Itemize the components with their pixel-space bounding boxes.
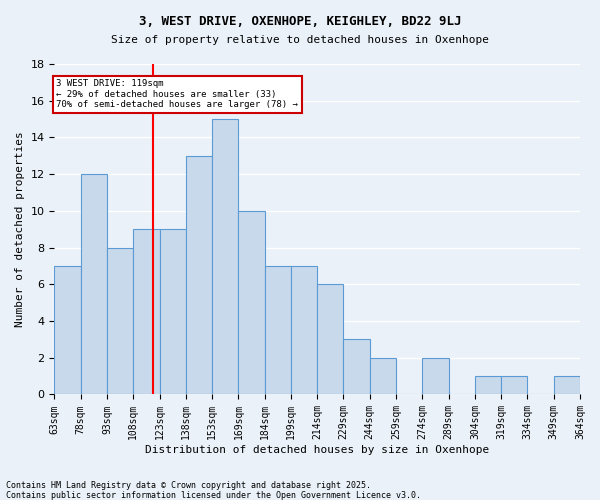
Bar	[554, 376, 580, 394]
Bar	[265, 266, 291, 394]
Bar	[475, 376, 501, 394]
Bar	[317, 284, 343, 395]
Bar	[238, 211, 265, 394]
Bar	[133, 229, 160, 394]
Bar	[107, 248, 133, 394]
Text: Contains public sector information licensed under the Open Government Licence v3: Contains public sector information licen…	[6, 491, 421, 500]
Bar	[55, 266, 80, 394]
Bar	[343, 340, 370, 394]
Text: 3, WEST DRIVE, OXENHOPE, KEIGHLEY, BD22 9LJ: 3, WEST DRIVE, OXENHOPE, KEIGHLEY, BD22 …	[139, 15, 461, 28]
X-axis label: Distribution of detached houses by size in Oxenhope: Distribution of detached houses by size …	[145, 445, 490, 455]
Bar	[186, 156, 212, 394]
Text: Size of property relative to detached houses in Oxenhope: Size of property relative to detached ho…	[111, 35, 489, 45]
Text: Contains HM Land Registry data © Crown copyright and database right 2025.: Contains HM Land Registry data © Crown c…	[6, 481, 371, 490]
Text: 3 WEST DRIVE: 119sqm
← 29% of detached houses are smaller (33)
70% of semi-detac: 3 WEST DRIVE: 119sqm ← 29% of detached h…	[56, 80, 298, 109]
Bar	[422, 358, 449, 395]
Bar	[370, 358, 396, 395]
Bar	[212, 119, 238, 394]
Bar	[80, 174, 107, 394]
Y-axis label: Number of detached properties: Number of detached properties	[15, 132, 25, 327]
Bar	[501, 376, 527, 394]
Bar	[291, 266, 317, 394]
Bar	[160, 229, 186, 394]
